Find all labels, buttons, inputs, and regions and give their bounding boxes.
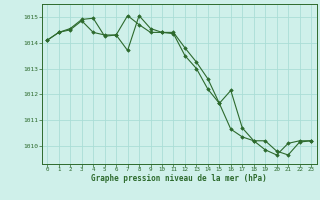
X-axis label: Graphe pression niveau de la mer (hPa): Graphe pression niveau de la mer (hPa) <box>91 174 267 183</box>
